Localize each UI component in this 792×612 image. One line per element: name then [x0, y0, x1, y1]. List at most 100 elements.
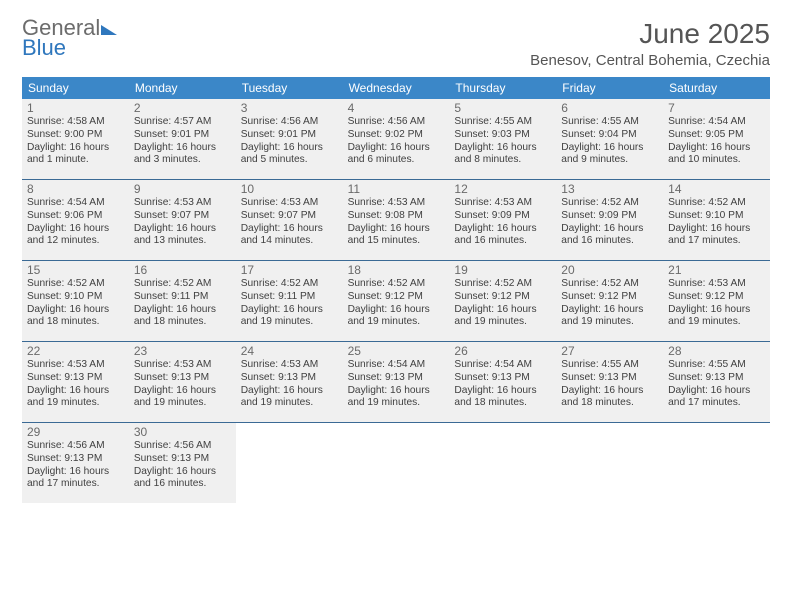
day-number: 12: [454, 182, 551, 196]
day-number: 2: [134, 101, 231, 115]
day-number: 17: [241, 263, 338, 277]
logo-triangle-icon: [101, 25, 117, 35]
sunset-line: Sunset: 9:11 PM: [241, 291, 338, 304]
day-cell: 6Sunrise: 4:55 AMSunset: 9:04 PMDaylight…: [556, 99, 663, 179]
day-number: 21: [668, 263, 765, 277]
week-row: 22Sunrise: 4:53 AMSunset: 9:13 PMDayligh…: [22, 342, 770, 423]
sunrise-line: Sunrise: 4:56 AM: [348, 116, 445, 129]
sunrise-line: Sunrise: 4:54 AM: [454, 359, 551, 372]
sunset-line: Sunset: 9:10 PM: [668, 210, 765, 223]
sunrise-line: Sunrise: 4:52 AM: [27, 278, 124, 291]
sunset-line: Sunset: 9:10 PM: [27, 291, 124, 304]
day-number: 25: [348, 344, 445, 358]
daylight-line: Daylight: 16 hours and 17 minutes.: [668, 385, 765, 411]
calendar: SundayMondayTuesdayWednesdayThursdayFrid…: [22, 77, 770, 503]
day-cell: 2Sunrise: 4:57 AMSunset: 9:01 PMDaylight…: [129, 99, 236, 179]
week-row: 15Sunrise: 4:52 AMSunset: 9:10 PMDayligh…: [22, 261, 770, 342]
sunrise-line: Sunrise: 4:55 AM: [668, 359, 765, 372]
sunrise-line: Sunrise: 4:53 AM: [454, 197, 551, 210]
sunset-line: Sunset: 9:09 PM: [454, 210, 551, 223]
daylight-line: Daylight: 16 hours and 13 minutes.: [134, 223, 231, 249]
sunset-line: Sunset: 9:07 PM: [134, 210, 231, 223]
sunrise-line: Sunrise: 4:52 AM: [561, 197, 658, 210]
sunset-line: Sunset: 9:12 PM: [668, 291, 765, 304]
daylight-line: Daylight: 16 hours and 19 minutes.: [668, 304, 765, 330]
daylight-line: Daylight: 16 hours and 16 minutes.: [134, 466, 231, 492]
day-number: 27: [561, 344, 658, 358]
sunrise-line: Sunrise: 4:53 AM: [27, 359, 124, 372]
sunrise-line: Sunrise: 4:52 AM: [561, 278, 658, 291]
sunrise-line: Sunrise: 4:52 AM: [241, 278, 338, 291]
day-cell: 28Sunrise: 4:55 AMSunset: 9:13 PMDayligh…: [663, 342, 770, 422]
daylight-line: Daylight: 16 hours and 15 minutes.: [348, 223, 445, 249]
sunset-line: Sunset: 9:03 PM: [454, 129, 551, 142]
dow-cell: Wednesday: [343, 77, 450, 99]
sunrise-line: Sunrise: 4:53 AM: [668, 278, 765, 291]
day-cell: 21Sunrise: 4:53 AMSunset: 9:12 PMDayligh…: [663, 261, 770, 341]
location-subtitle: Benesov, Central Bohemia, Czechia: [530, 52, 770, 69]
sunrise-line: Sunrise: 4:58 AM: [27, 116, 124, 129]
day-cell: 7Sunrise: 4:54 AMSunset: 9:05 PMDaylight…: [663, 99, 770, 179]
day-cell: [449, 423, 556, 503]
sunset-line: Sunset: 9:08 PM: [348, 210, 445, 223]
daylight-line: Daylight: 16 hours and 14 minutes.: [241, 223, 338, 249]
daylight-line: Daylight: 16 hours and 19 minutes.: [348, 385, 445, 411]
dow-cell: Friday: [556, 77, 663, 99]
sunrise-line: Sunrise: 4:55 AM: [454, 116, 551, 129]
weeks-container: 1Sunrise: 4:58 AMSunset: 9:00 PMDaylight…: [22, 99, 770, 503]
sunset-line: Sunset: 9:13 PM: [668, 372, 765, 385]
header: General Blue June 2025 Benesov, Central …: [22, 18, 770, 69]
day-number: 23: [134, 344, 231, 358]
sunrise-line: Sunrise: 4:56 AM: [27, 440, 124, 453]
day-cell: 20Sunrise: 4:52 AMSunset: 9:12 PMDayligh…: [556, 261, 663, 341]
day-number: 10: [241, 182, 338, 196]
day-cell: 16Sunrise: 4:52 AMSunset: 9:11 PMDayligh…: [129, 261, 236, 341]
day-cell: [236, 423, 343, 503]
sunrise-line: Sunrise: 4:52 AM: [348, 278, 445, 291]
day-number: 20: [561, 263, 658, 277]
sunrise-line: Sunrise: 4:53 AM: [348, 197, 445, 210]
day-number: 22: [27, 344, 124, 358]
logo-line2: Blue: [22, 35, 66, 60]
sunrise-line: Sunrise: 4:53 AM: [134, 197, 231, 210]
sunrise-line: Sunrise: 4:53 AM: [241, 197, 338, 210]
week-row: 29Sunrise: 4:56 AMSunset: 9:13 PMDayligh…: [22, 423, 770, 503]
sunset-line: Sunset: 9:13 PM: [454, 372, 551, 385]
day-number: 18: [348, 263, 445, 277]
day-number: 6: [561, 101, 658, 115]
day-cell: 5Sunrise: 4:55 AMSunset: 9:03 PMDaylight…: [449, 99, 556, 179]
day-cell: [556, 423, 663, 503]
sunrise-line: Sunrise: 4:55 AM: [561, 359, 658, 372]
sunrise-line: Sunrise: 4:56 AM: [241, 116, 338, 129]
day-cell: 29Sunrise: 4:56 AMSunset: 9:13 PMDayligh…: [22, 423, 129, 503]
sunset-line: Sunset: 9:13 PM: [348, 372, 445, 385]
daylight-line: Daylight: 16 hours and 19 minutes.: [241, 385, 338, 411]
day-cell: 11Sunrise: 4:53 AMSunset: 9:08 PMDayligh…: [343, 180, 450, 260]
day-number: 24: [241, 344, 338, 358]
sunrise-line: Sunrise: 4:57 AM: [134, 116, 231, 129]
day-number: 4: [348, 101, 445, 115]
sunrise-line: Sunrise: 4:52 AM: [454, 278, 551, 291]
day-number: 11: [348, 182, 445, 196]
daylight-line: Daylight: 16 hours and 19 minutes.: [27, 385, 124, 411]
daylight-line: Daylight: 16 hours and 19 minutes.: [348, 304, 445, 330]
day-cell: 13Sunrise: 4:52 AMSunset: 9:09 PMDayligh…: [556, 180, 663, 260]
daylight-line: Daylight: 16 hours and 19 minutes.: [561, 304, 658, 330]
sunset-line: Sunset: 9:11 PM: [134, 291, 231, 304]
sunset-line: Sunset: 9:01 PM: [134, 129, 231, 142]
sunset-line: Sunset: 9:06 PM: [27, 210, 124, 223]
sunrise-line: Sunrise: 4:52 AM: [134, 278, 231, 291]
day-cell: 27Sunrise: 4:55 AMSunset: 9:13 PMDayligh…: [556, 342, 663, 422]
daylight-line: Daylight: 16 hours and 16 minutes.: [454, 223, 551, 249]
day-number: 28: [668, 344, 765, 358]
dow-cell: Monday: [129, 77, 236, 99]
daylight-line: Daylight: 16 hours and 18 minutes.: [561, 385, 658, 411]
sunset-line: Sunset: 9:13 PM: [27, 372, 124, 385]
sunset-line: Sunset: 9:13 PM: [561, 372, 658, 385]
logo-text: General Blue: [22, 18, 117, 58]
daylight-line: Daylight: 16 hours and 8 minutes.: [454, 142, 551, 168]
dow-cell: Thursday: [449, 77, 556, 99]
sunrise-line: Sunrise: 4:54 AM: [668, 116, 765, 129]
page-title: June 2025: [530, 18, 770, 50]
daylight-line: Daylight: 16 hours and 16 minutes.: [561, 223, 658, 249]
